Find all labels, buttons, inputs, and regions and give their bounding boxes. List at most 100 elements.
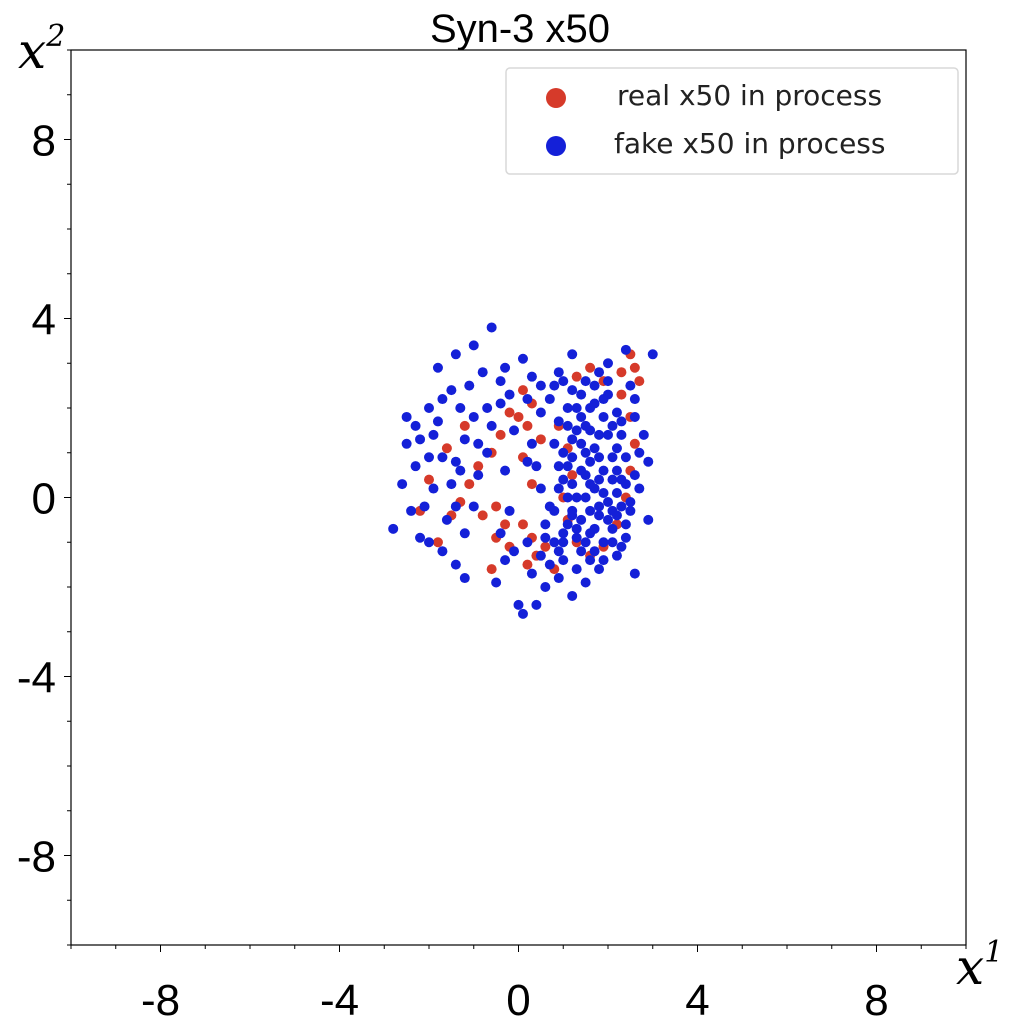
fake-point (424, 537, 434, 548)
fake-point (567, 434, 578, 445)
y-tick-label: 8 (32, 117, 56, 166)
fake-point (450, 559, 461, 570)
fake-point (603, 514, 613, 525)
fake-point (611, 550, 622, 561)
fake-point (576, 465, 587, 476)
fake-point (540, 582, 551, 592)
fake-point (616, 429, 627, 440)
fake-point (410, 420, 421, 431)
fake-point (450, 501, 461, 512)
fake-point (594, 367, 605, 378)
fake-point (459, 573, 470, 584)
y-tick-label: -4 (17, 654, 56, 703)
fake-point (468, 340, 479, 351)
y-tick-label: -8 (17, 833, 56, 882)
fake-point (625, 496, 636, 507)
real-point (464, 479, 475, 490)
fake-point (455, 465, 466, 476)
real-point (513, 411, 524, 422)
plot-frame (70, 49, 967, 946)
fake-point (594, 510, 605, 521)
real-point (616, 367, 627, 378)
fake-point (540, 519, 551, 530)
fake-point (580, 577, 591, 588)
real-point (526, 479, 537, 490)
fake-point (549, 380, 560, 391)
fake-point (643, 514, 654, 525)
fake-point (571, 532, 582, 543)
fake-point (526, 438, 537, 449)
real-point (459, 420, 470, 431)
data-points (388, 322, 658, 619)
real-point (517, 385, 528, 396)
fake-point (607, 474, 618, 485)
real-point (522, 420, 533, 431)
fake-point (513, 599, 524, 610)
fake-point (576, 546, 587, 557)
fake-point (549, 537, 560, 548)
fake-point (526, 568, 537, 579)
fake-point (558, 555, 569, 566)
fake-point (620, 519, 631, 530)
fake-point (589, 398, 600, 409)
fake-point (638, 429, 649, 440)
fake-point (625, 505, 636, 516)
fake-point (562, 519, 573, 530)
fake-point (410, 461, 421, 472)
real-point (495, 429, 506, 440)
fake-point (553, 461, 564, 472)
fake-point (473, 438, 484, 449)
real-point (540, 541, 551, 552)
real-point (567, 470, 578, 481)
fake-point (553, 416, 564, 427)
legend-marker-real (546, 88, 566, 108)
fake-point (567, 385, 578, 396)
fake-point (620, 532, 631, 543)
fake-point (585, 505, 596, 516)
fake-point (500, 555, 511, 566)
fake-point (603, 358, 613, 369)
real-point (424, 474, 434, 485)
fake-point (571, 492, 582, 503)
real-point (522, 559, 533, 570)
fake-point (607, 523, 618, 534)
real-point (535, 434, 546, 445)
fake-point (603, 376, 613, 387)
x-tick-label: 8 (864, 976, 888, 1020)
real-point (441, 443, 452, 454)
fake-point (558, 474, 569, 485)
fake-point (611, 488, 622, 499)
fake-point (585, 555, 596, 566)
real-point (432, 537, 443, 548)
fake-point (629, 411, 640, 422)
axis-ticks: -8 -4 0 4 8 -8 -4 0 4 8 (17, 49, 967, 1020)
x-tick-label: -4 (320, 976, 359, 1020)
legend-box (505, 67, 959, 175)
fake-point (629, 394, 640, 405)
fake-point (585, 528, 596, 539)
fake-point (504, 505, 515, 516)
legend-label-real: real x50 in process (617, 79, 882, 112)
fake-point (616, 474, 627, 485)
fake-point (495, 398, 506, 409)
fake-point (437, 394, 448, 405)
fake-point (567, 510, 578, 521)
fake-point (607, 452, 618, 463)
real-point (585, 362, 596, 373)
fake-point (562, 461, 573, 472)
fake-point (500, 465, 511, 476)
fake-point (459, 434, 470, 445)
fake-point (477, 367, 488, 378)
fake-point (594, 452, 605, 463)
fake-point (482, 403, 493, 413)
fake-point (598, 394, 609, 405)
fake-point (620, 344, 631, 355)
fake-point (634, 447, 645, 458)
fake-point (562, 492, 573, 503)
fake-point (589, 380, 600, 391)
fake-point (535, 380, 546, 391)
fake-point (598, 411, 609, 422)
x-tick-label: 4 (685, 976, 709, 1020)
legend-marker-fake (546, 136, 566, 156)
